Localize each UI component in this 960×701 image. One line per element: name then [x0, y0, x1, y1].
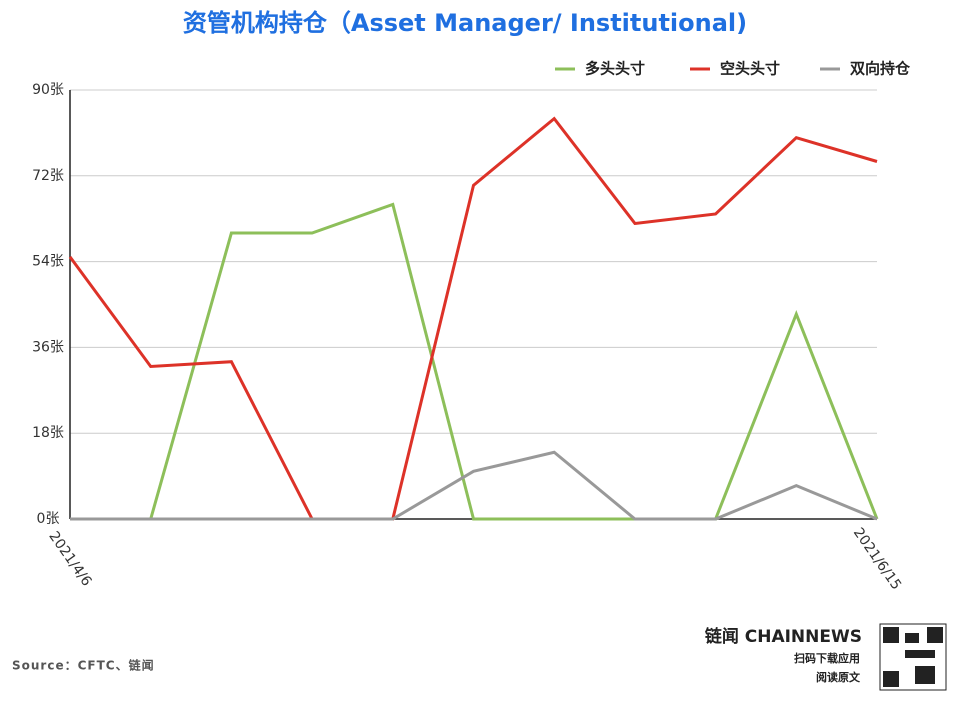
brand: 链闻 CHAINNEWS	[705, 626, 862, 647]
data-line	[68, 116, 878, 521]
brand-line: 扫码下载应用	[794, 651, 860, 665]
chart-title: 资管机构持仓（Asset Manager/ Institutional)	[183, 9, 747, 37]
legend-label: 多头头寸	[585, 60, 645, 78]
data-line	[70, 202, 879, 521]
brand-line: 阅读原文	[816, 670, 861, 684]
y-tick-label: 54张	[32, 254, 64, 270]
y-tick-label: 0张	[37, 511, 60, 527]
x-tick-label: 2021/4/6	[45, 529, 94, 590]
y-tick-label: 72张	[32, 168, 64, 184]
source: Source：CFTC、链闻	[12, 658, 155, 673]
data-line	[70, 450, 878, 521]
qr-code	[879, 623, 947, 691]
legend-label: 双向持仓	[850, 60, 911, 78]
y-tick-label: 90张	[32, 82, 64, 98]
y-tick-label: 36张	[32, 339, 64, 355]
legend-label: 空头头寸	[720, 60, 780, 78]
x-tick-label: 2021/6/15	[850, 525, 904, 593]
y-tick-label: 18张	[32, 425, 64, 441]
